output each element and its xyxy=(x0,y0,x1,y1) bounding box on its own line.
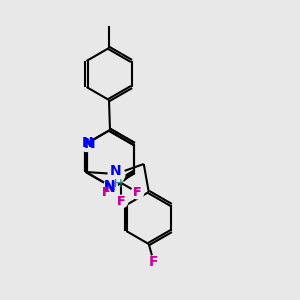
Text: F: F xyxy=(117,194,125,208)
Text: N: N xyxy=(82,136,94,150)
Text: N: N xyxy=(84,137,96,151)
Text: F: F xyxy=(133,185,141,199)
Text: F: F xyxy=(117,194,125,208)
Text: F: F xyxy=(133,185,141,199)
Text: F: F xyxy=(101,185,110,199)
Text: F: F xyxy=(149,255,158,269)
Text: F: F xyxy=(101,185,110,199)
Text: N: N xyxy=(104,179,116,193)
Text: N: N xyxy=(104,181,116,195)
Text: H: H xyxy=(114,179,122,189)
Text: N: N xyxy=(110,164,122,178)
